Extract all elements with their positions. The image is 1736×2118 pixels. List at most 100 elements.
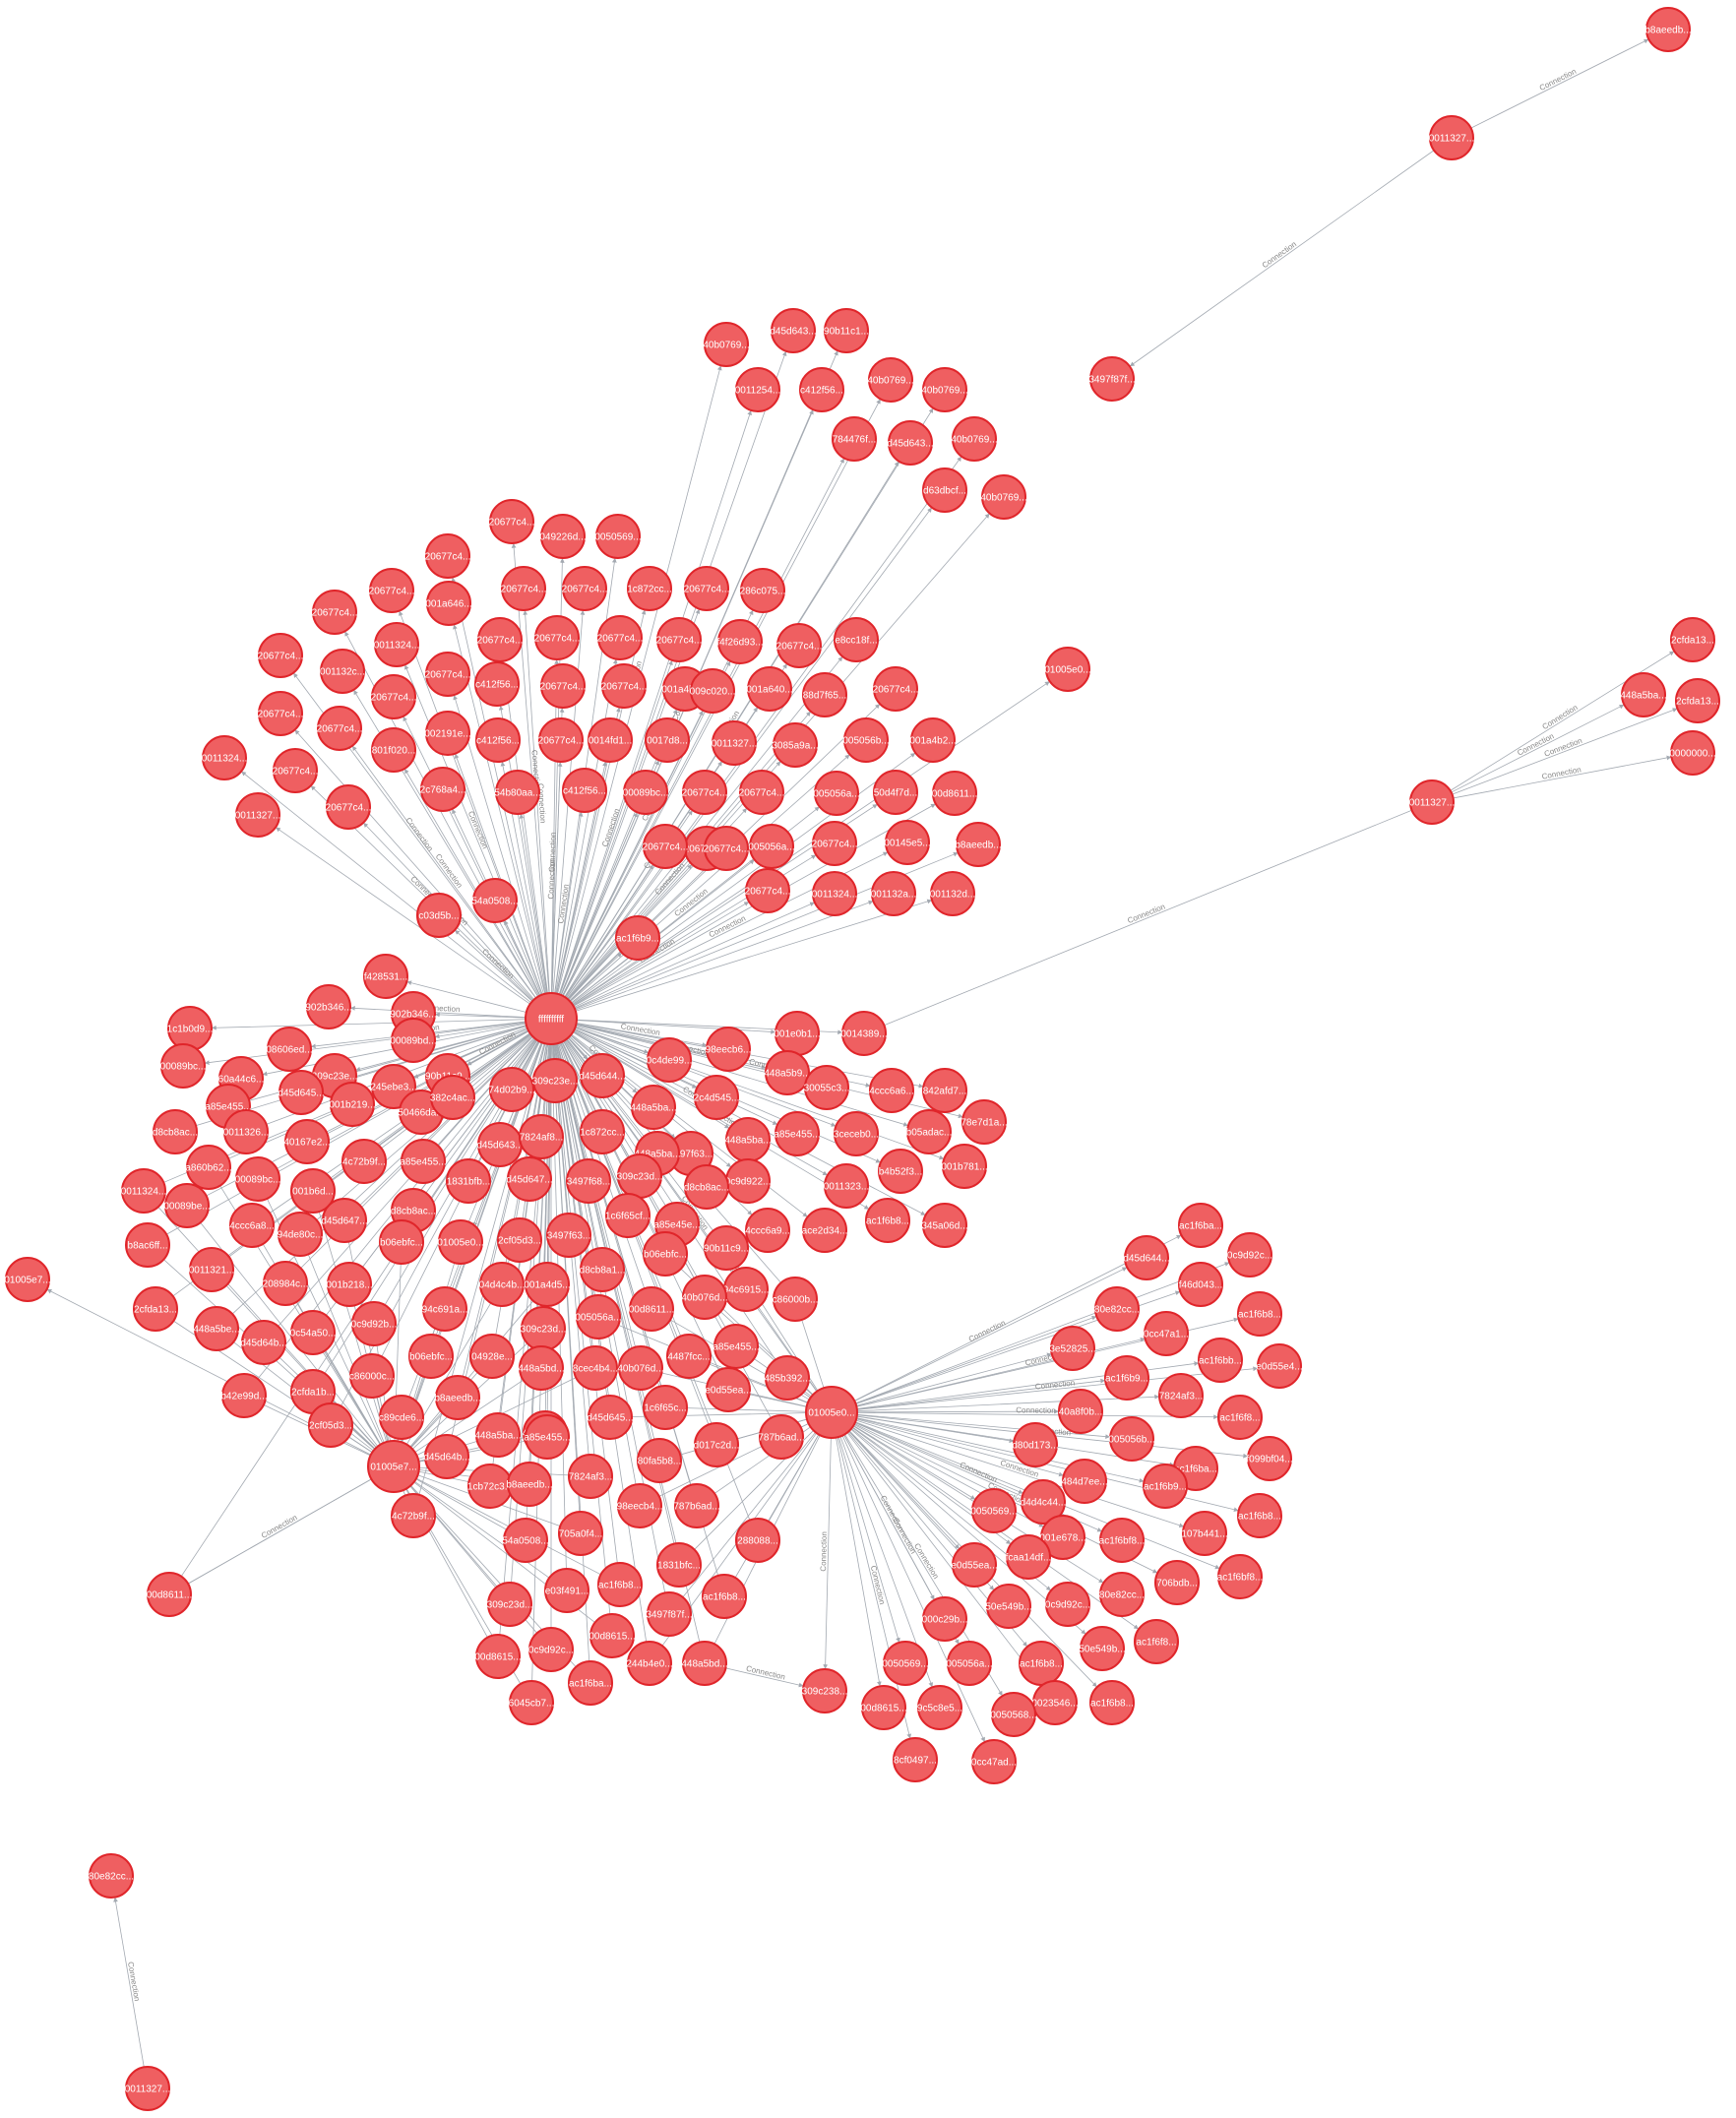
graph-node[interactable]: 000c29b... bbox=[922, 1596, 968, 1642]
graph-node[interactable]: a85e455... bbox=[774, 1111, 821, 1156]
graph-node[interactable]: 448a5ba... bbox=[1620, 672, 1667, 717]
node-circle[interactable] bbox=[682, 770, 727, 815]
node-circle[interactable] bbox=[1621, 672, 1666, 717]
graph-node[interactable]: 2c768a4... bbox=[420, 767, 466, 812]
graph-node[interactable]: 448a5b9... bbox=[764, 1050, 811, 1095]
graph-node[interactable]: 001b6d... bbox=[290, 1168, 336, 1214]
graph-node[interactable]: 002191e... bbox=[424, 711, 471, 756]
graph-node[interactable]: ac1f6b8... bbox=[1019, 1641, 1064, 1686]
node-circle[interactable] bbox=[367, 1440, 420, 1493]
node-circle[interactable] bbox=[812, 821, 857, 866]
node-circle[interactable] bbox=[1670, 617, 1715, 662]
graph-node[interactable]: c412f56... bbox=[475, 717, 521, 763]
node-circle[interactable] bbox=[775, 1111, 820, 1156]
graph-node[interactable]: 484d7ee... bbox=[1061, 1459, 1108, 1504]
graph-node[interactable]: 801f020... bbox=[371, 727, 416, 773]
graph-node[interactable]: b8aeedb... bbox=[955, 822, 1002, 867]
graph-node[interactable]: 3085a9a... bbox=[772, 722, 819, 768]
graph-node[interactable]: 784476f... bbox=[832, 416, 877, 462]
node-circle[interactable] bbox=[834, 1111, 879, 1156]
node-circle[interactable] bbox=[430, 1075, 475, 1120]
node-circle[interactable] bbox=[745, 1208, 790, 1253]
node-circle[interactable] bbox=[991, 1692, 1036, 1737]
node-circle[interactable] bbox=[416, 893, 462, 938]
node-circle[interactable] bbox=[425, 533, 470, 579]
node-circle[interactable] bbox=[843, 717, 889, 763]
graph-node[interactable]: 005056a... bbox=[575, 1294, 622, 1339]
node-circle[interactable] bbox=[525, 1414, 570, 1460]
node-circle[interactable] bbox=[1198, 1338, 1243, 1383]
graph-node[interactable]: 7824af3... bbox=[568, 1454, 613, 1499]
graph-node[interactable]: 20677c4... bbox=[643, 824, 689, 869]
graph-node[interactable]: 20677c4... bbox=[489, 499, 535, 544]
graph-node[interactable]: 6045cb7... bbox=[509, 1680, 555, 1725]
graph-node[interactable]: 0011327... bbox=[235, 792, 281, 838]
node-circle[interactable] bbox=[133, 1286, 178, 1332]
node-circle[interactable] bbox=[682, 1275, 727, 1320]
graph-node[interactable]: 94c691a... bbox=[422, 1286, 468, 1332]
node-circle[interactable] bbox=[647, 1591, 692, 1637]
graph-node[interactable]: d45d644... bbox=[1123, 1235, 1170, 1280]
node-circle[interactable] bbox=[588, 717, 633, 763]
node-circle[interactable] bbox=[1089, 1680, 1135, 1725]
graph-node[interactable]: d45d643... bbox=[887, 420, 934, 466]
node-circle[interactable] bbox=[1217, 1554, 1263, 1599]
graph-node[interactable]: d63dbcf... bbox=[922, 467, 967, 513]
node-circle[interactable] bbox=[580, 1053, 625, 1098]
graph-node[interactable]: 20677c4... bbox=[317, 706, 363, 751]
graph-node[interactable]: 4c72b9f... bbox=[391, 1493, 436, 1538]
graph-node[interactable]: ac1f6b8... bbox=[597, 1562, 643, 1607]
node-circle[interactable] bbox=[221, 1373, 267, 1418]
node-circle[interactable] bbox=[623, 770, 668, 815]
graph-node[interactable]: 0011327... bbox=[125, 2066, 171, 2111]
hub-node[interactable]: 01005e0... bbox=[805, 1386, 858, 1439]
node-circle[interactable] bbox=[263, 1261, 308, 1306]
node-circle[interactable] bbox=[629, 1286, 674, 1332]
graph-node[interactable]: 0011324... bbox=[374, 622, 420, 667]
graph-node[interactable]: 005056a... bbox=[946, 1641, 993, 1686]
node-circle[interactable] bbox=[1040, 1515, 1085, 1560]
node-circle[interactable] bbox=[1409, 779, 1455, 825]
node-circle[interactable] bbox=[525, 992, 578, 1045]
graph-node[interactable]: f428531... bbox=[363, 954, 408, 999]
graph-node[interactable]: 0c9d922... bbox=[725, 1158, 772, 1204]
graph-node[interactable]: 2cfda13... bbox=[1670, 617, 1715, 662]
graph-node[interactable]: ac1f6b8... bbox=[702, 1574, 747, 1619]
graph-node[interactable]: c86000b... bbox=[773, 1277, 819, 1322]
node-circle[interactable] bbox=[495, 770, 540, 815]
graph-node[interactable]: ace2d34... bbox=[802, 1208, 848, 1253]
node-circle[interactable] bbox=[771, 308, 816, 353]
node-circle[interactable] bbox=[562, 768, 607, 813]
graph-node[interactable]: 00089be... bbox=[163, 1183, 211, 1228]
node-circle[interactable] bbox=[799, 367, 844, 412]
node-circle[interactable] bbox=[369, 568, 414, 613]
graph-node[interactable]: 08606ed... bbox=[266, 1027, 313, 1072]
node-circle[interactable] bbox=[379, 1395, 424, 1440]
graph-node[interactable]: 80e82cc... bbox=[1094, 1286, 1140, 1332]
node-circle[interactable] bbox=[873, 770, 918, 815]
node-circle[interactable] bbox=[645, 717, 690, 763]
graph-node[interactable]: 94de80c... bbox=[278, 1212, 324, 1257]
graph-node[interactable]: 40b0769... bbox=[980, 474, 1027, 520]
graph-node[interactable]: 0011324... bbox=[812, 871, 858, 916]
node-circle[interactable] bbox=[656, 1542, 702, 1588]
node-circle[interactable] bbox=[125, 2066, 170, 2111]
graph-node[interactable]: 0014fd1... bbox=[588, 717, 633, 763]
node-circle[interactable] bbox=[917, 1685, 962, 1730]
node-circle[interactable] bbox=[1045, 647, 1090, 692]
node-circle[interactable] bbox=[312, 590, 357, 635]
graph-node[interactable]: b05adac... bbox=[906, 1109, 953, 1154]
node-circle[interactable] bbox=[637, 1438, 682, 1483]
graph-node[interactable]: 208984c... bbox=[263, 1261, 309, 1306]
graph-node[interactable]: 2cfda13... bbox=[133, 1286, 178, 1332]
graph-node[interactable]: 1c872cc... bbox=[580, 1109, 625, 1154]
node-circle[interactable] bbox=[674, 1483, 719, 1528]
node-circle[interactable] bbox=[422, 1286, 467, 1332]
graph-node[interactable]: 20677c4... bbox=[273, 748, 319, 793]
node-circle[interactable] bbox=[1104, 1355, 1149, 1401]
graph-node[interactable]: 8cec4b4... bbox=[573, 1345, 618, 1391]
node-circle[interactable] bbox=[706, 1367, 751, 1412]
node-circle[interactable] bbox=[544, 1568, 589, 1613]
graph-node[interactable]: 20677c4... bbox=[425, 533, 471, 579]
node-circle[interactable] bbox=[363, 954, 408, 999]
